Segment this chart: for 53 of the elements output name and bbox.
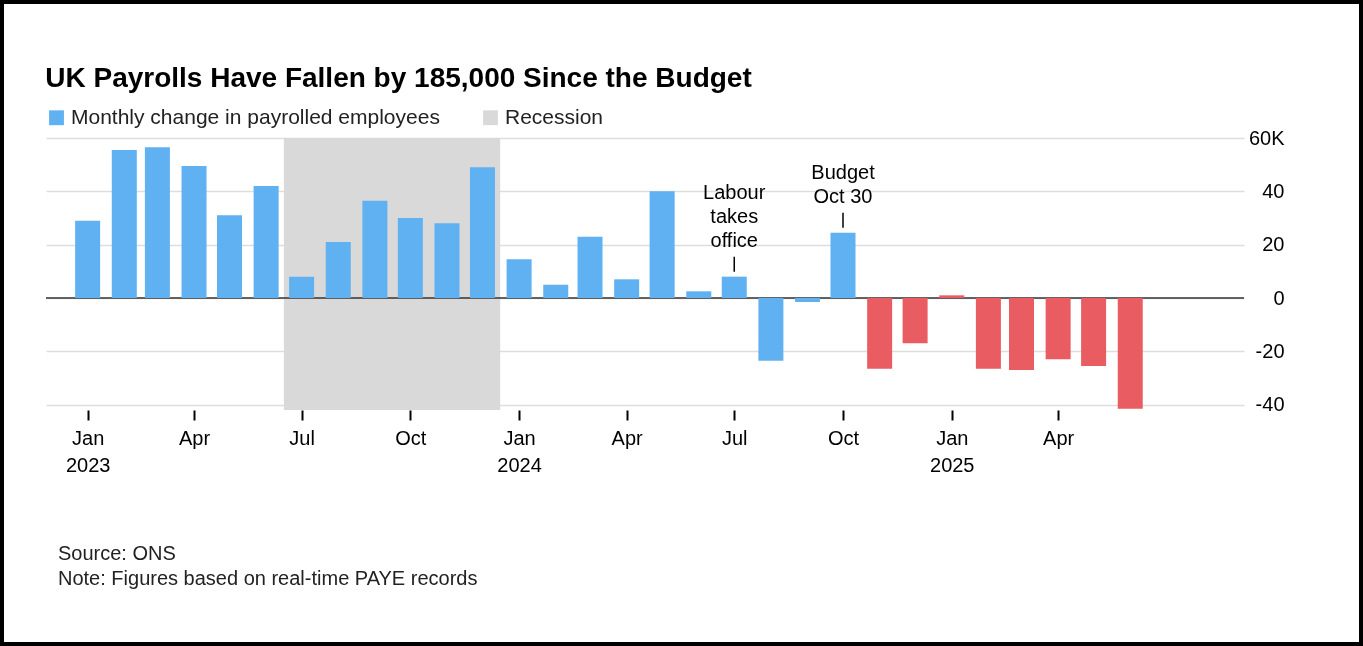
y-tick-label: 20 [1262, 233, 1285, 256]
x-tick-label: Jul [289, 426, 315, 449]
bar [217, 215, 242, 298]
x-tick-label: Jan 2023 [65, 426, 111, 476]
bar [975, 298, 1001, 369]
bar [867, 298, 893, 369]
x-tick-label: Apr [611, 426, 644, 449]
bar [397, 218, 423, 298]
bar [434, 223, 460, 298]
y-tick-label: -20 [1255, 339, 1285, 362]
bar [795, 298, 821, 302]
bar [144, 147, 170, 298]
bar [1117, 298, 1143, 409]
bar [577, 236, 603, 298]
x-tick-label: Apr [178, 426, 211, 449]
bar [75, 220, 101, 298]
bar [111, 150, 137, 298]
bar [830, 232, 856, 298]
y-tick-label: 60K [1248, 126, 1286, 149]
chart-title: UK Payrolls Have Fallen by 185,000 Since the Budget [45, 62, 752, 93]
x-tick-label: Jul [721, 426, 748, 449]
text: Note: Figures based on real-time PAYE records [58, 567, 478, 590]
legend-label: Monthly change in payrolled employees [71, 104, 440, 128]
bar [253, 186, 279, 298]
bar [1045, 298, 1071, 360]
bar [939, 295, 965, 298]
bar [686, 291, 712, 298]
source-note: Source: ONS [58, 542, 176, 565]
y-tick-label: 0 [1273, 286, 1285, 309]
bar [362, 200, 388, 298]
x-tick-label: Jan 2025 [930, 426, 975, 476]
bar [1081, 298, 1107, 366]
bar [181, 166, 207, 298]
bar [721, 276, 747, 298]
bar [325, 242, 351, 298]
y-tick-label: -40 [1255, 393, 1285, 416]
x-tick-label: Jan 2024 [497, 426, 542, 476]
bar [649, 191, 675, 298]
x-tick-label: Oct [395, 426, 427, 449]
legend-label: Recession [505, 104, 604, 128]
x-tick-label: Apr [1043, 426, 1075, 449]
x-tick-label: Oct [827, 426, 860, 449]
bar [614, 279, 640, 298]
bar [1009, 298, 1034, 370]
annotation: Budget Oct 30 [811, 160, 876, 207]
bar [902, 298, 928, 344]
bar [469, 167, 495, 298]
bar [506, 259, 532, 298]
bar [289, 276, 315, 298]
bar [543, 284, 569, 298]
annotation: Labour takes office [703, 180, 766, 251]
y-tick-label: 40 [1262, 179, 1285, 202]
bar [758, 298, 784, 361]
